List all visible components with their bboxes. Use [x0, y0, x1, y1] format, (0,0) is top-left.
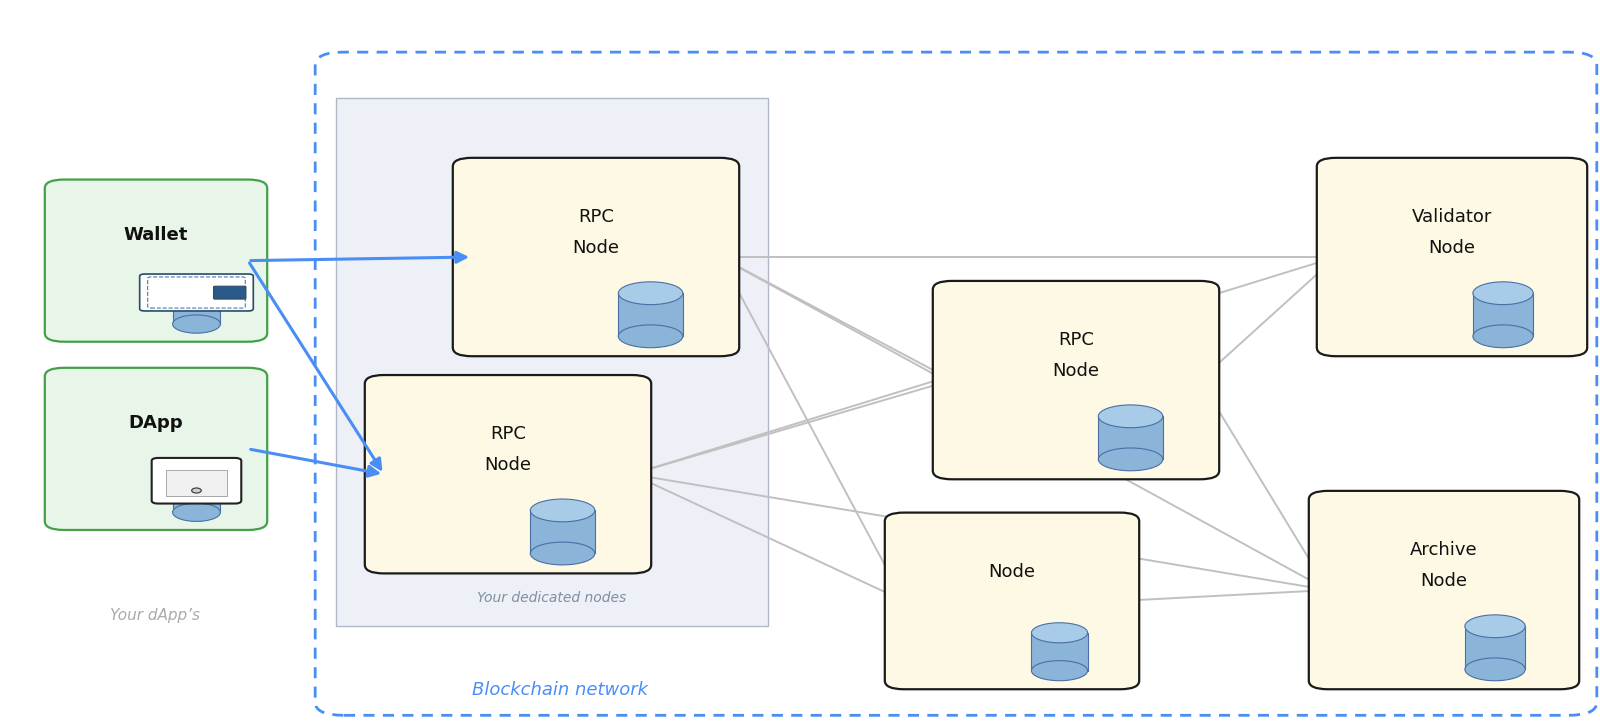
Ellipse shape — [1474, 282, 1533, 305]
Text: Your dApp’s: Your dApp’s — [110, 608, 200, 623]
FancyBboxPatch shape — [618, 293, 683, 336]
FancyBboxPatch shape — [45, 180, 267, 342]
Ellipse shape — [1098, 448, 1163, 471]
Text: Wallet: Wallet — [123, 226, 189, 243]
FancyBboxPatch shape — [152, 458, 242, 504]
FancyBboxPatch shape — [1309, 491, 1579, 689]
Text: Node: Node — [573, 239, 619, 257]
Text: RPC: RPC — [490, 426, 526, 443]
Ellipse shape — [530, 542, 595, 565]
FancyBboxPatch shape — [173, 478, 221, 513]
Ellipse shape — [1466, 658, 1525, 681]
FancyBboxPatch shape — [365, 375, 651, 573]
Text: RPC: RPC — [1058, 332, 1094, 349]
Text: RPC: RPC — [578, 209, 614, 226]
Text: Your dedicated nodes: Your dedicated nodes — [477, 591, 627, 605]
FancyBboxPatch shape — [530, 510, 595, 554]
Ellipse shape — [618, 325, 683, 348]
FancyBboxPatch shape — [933, 281, 1219, 479]
Ellipse shape — [173, 280, 221, 299]
Text: Validator: Validator — [1411, 209, 1493, 226]
FancyBboxPatch shape — [213, 286, 246, 299]
Ellipse shape — [173, 503, 221, 521]
Ellipse shape — [1466, 615, 1525, 638]
Text: Node: Node — [1429, 239, 1475, 257]
Ellipse shape — [1474, 325, 1533, 348]
Ellipse shape — [618, 282, 683, 305]
FancyBboxPatch shape — [885, 513, 1139, 689]
Text: Node: Node — [485, 456, 531, 474]
FancyBboxPatch shape — [1098, 416, 1163, 460]
Ellipse shape — [530, 499, 595, 522]
Ellipse shape — [173, 315, 221, 333]
FancyBboxPatch shape — [336, 98, 768, 626]
Ellipse shape — [1032, 623, 1088, 643]
FancyBboxPatch shape — [1032, 633, 1088, 670]
FancyBboxPatch shape — [139, 274, 253, 311]
Text: Node: Node — [1053, 362, 1099, 380]
Text: DApp: DApp — [128, 414, 184, 432]
Text: Archive: Archive — [1410, 542, 1478, 559]
FancyBboxPatch shape — [45, 368, 267, 530]
FancyBboxPatch shape — [453, 158, 739, 356]
Ellipse shape — [173, 468, 221, 487]
Ellipse shape — [192, 488, 202, 493]
Ellipse shape — [1098, 405, 1163, 428]
Ellipse shape — [1032, 660, 1088, 681]
Text: Node: Node — [1421, 572, 1467, 590]
FancyBboxPatch shape — [166, 471, 227, 497]
Text: Blockchain network: Blockchain network — [472, 681, 648, 699]
FancyBboxPatch shape — [1466, 626, 1525, 669]
FancyBboxPatch shape — [173, 290, 221, 324]
FancyBboxPatch shape — [1474, 293, 1533, 336]
FancyBboxPatch shape — [1317, 158, 1587, 356]
Text: Node: Node — [989, 563, 1035, 581]
